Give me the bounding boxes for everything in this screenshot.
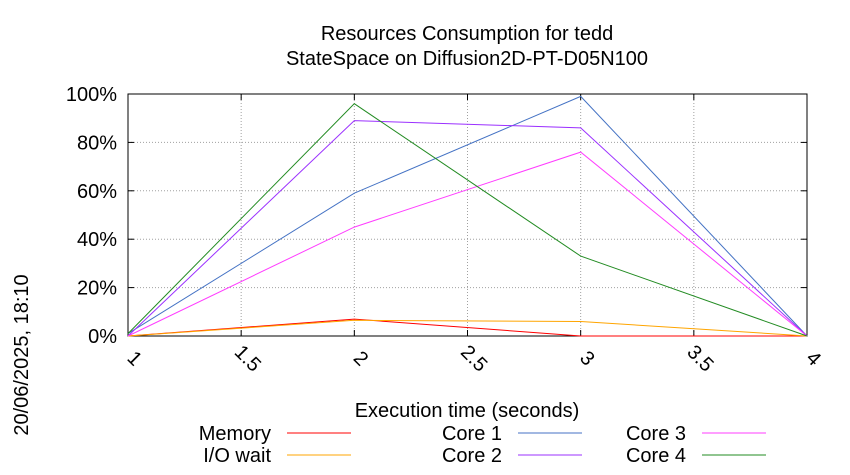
- x-tick-label: 2: [349, 347, 372, 370]
- legend-label-core-2: Core 2: [442, 445, 502, 467]
- x-tick-label: 3.5: [682, 341, 717, 376]
- series-line-core-3: [127, 151, 808, 337]
- x-tick-label: 1.5: [230, 341, 265, 376]
- legend-label-core-4: Core 4: [626, 445, 686, 467]
- y-tick-label: 80%: [77, 132, 117, 154]
- chart-title: Resources Consumption for tedd: [321, 23, 613, 45]
- chart-subtitle: StateSpace on Diffusion2D-PT-D05N100: [286, 48, 648, 70]
- legend-label-memory: Memory: [199, 423, 271, 445]
- series-line-memory: [127, 318, 807, 337]
- y-tick-label: 20%: [77, 278, 117, 300]
- y-tick-label: 40%: [77, 229, 117, 251]
- x-tick-label: 3: [575, 347, 598, 370]
- x-tick-label: 1: [123, 347, 146, 370]
- series-line-core-4: [127, 103, 808, 337]
- series-line-i-o-wait: [127, 319, 808, 337]
- series-line-core-2: [127, 120, 808, 337]
- legend-label-core-3: Core 3: [626, 423, 686, 445]
- y-tick-label: 0%: [88, 326, 117, 348]
- timestamp-label: 20/06/2025, 18:10: [11, 274, 33, 435]
- series-layer: [127, 95, 808, 337]
- legend-label-core-1: Core 1: [442, 423, 502, 445]
- x-axis-label: Execution time (seconds): [355, 400, 580, 422]
- legend-label-i-o-wait: I/O wait: [203, 445, 271, 467]
- y-tick-label: 60%: [77, 181, 117, 203]
- x-tick-label: 4: [802, 347, 825, 370]
- x-tick-label: 2.5: [456, 341, 491, 376]
- series-line-core-1: [127, 95, 808, 337]
- y-tick-label: 100%: [66, 84, 117, 106]
